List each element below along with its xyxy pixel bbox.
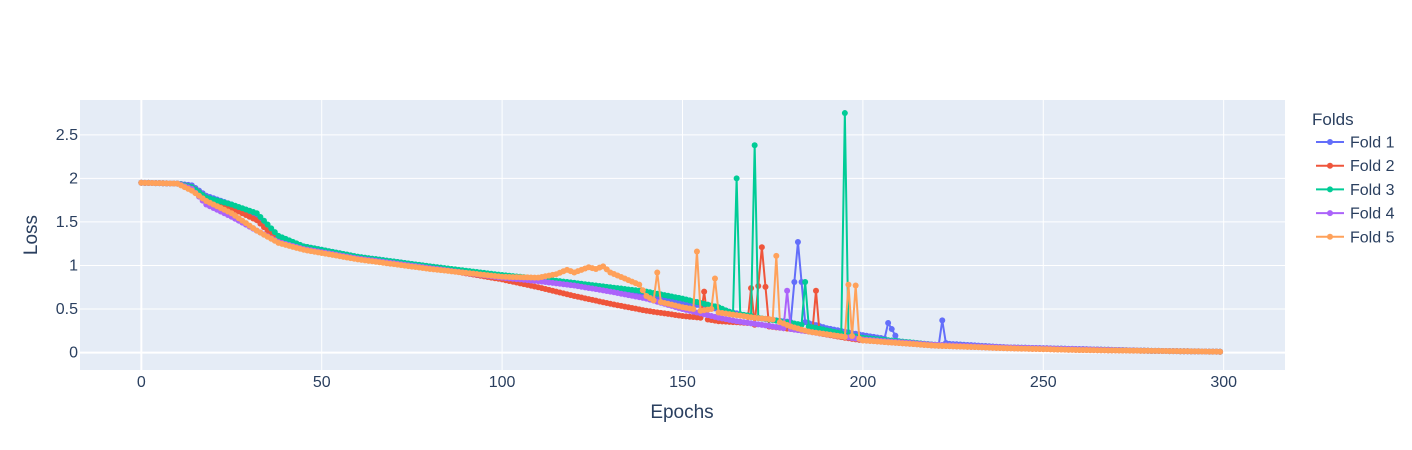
x-tick-label: 200 <box>850 374 877 391</box>
series-fold-5 <box>138 179 1224 355</box>
legend-label: Fold 3 <box>1350 182 1395 199</box>
data-point <box>798 321 805 328</box>
data-point <box>650 297 657 304</box>
data-point <box>791 279 798 286</box>
data-point <box>636 281 643 288</box>
legend-item-fold-4[interactable]: Fold 4 <box>1316 206 1395 223</box>
data-point <box>892 332 899 339</box>
data-point <box>773 252 780 259</box>
data-point <box>762 283 769 290</box>
legend-label: Fold 2 <box>1350 158 1395 175</box>
data-point <box>794 238 801 245</box>
data-point <box>802 279 809 286</box>
legend-item-fold-5[interactable]: Fold 5 <box>1316 229 1395 246</box>
data-point <box>654 269 661 276</box>
legend-title: Folds <box>1312 110 1354 129</box>
y-tick-label: 1.5 <box>56 214 78 231</box>
data-point <box>264 221 271 228</box>
data-point <box>708 306 715 313</box>
data-point <box>758 244 765 251</box>
legend-item-fold-3[interactable]: Fold 3 <box>1316 182 1395 199</box>
y-tick-label: 2 <box>69 170 78 187</box>
data-point <box>849 333 856 340</box>
legend-swatch-marker <box>1327 210 1333 217</box>
data-point <box>784 287 791 294</box>
x-tick-label: 300 <box>1210 374 1237 391</box>
data-point <box>939 317 946 324</box>
data-point <box>845 281 852 288</box>
x-tick-label: 50 <box>313 374 331 391</box>
data-point <box>1217 348 1224 355</box>
data-point <box>812 287 819 294</box>
y-tick-label: 1 <box>69 257 78 274</box>
y-tick-label: 0 <box>69 345 78 362</box>
x-tick-labels: 0 50 100 150 200 250 300 <box>137 374 1237 391</box>
data-point <box>639 287 646 294</box>
legend-swatch-marker <box>1327 233 1333 240</box>
x-tick-label: 100 <box>489 374 516 391</box>
legend-label: Fold 4 <box>1350 206 1395 223</box>
y-axis-title: Loss <box>21 215 42 255</box>
y-tick-label: 2.5 <box>56 127 78 144</box>
data-point <box>711 275 718 282</box>
y-tick-labels: 0 0.5 1 1.5 2 2.5 <box>56 127 78 362</box>
data-point <box>885 319 892 326</box>
legend-label: Fold 5 <box>1350 229 1395 246</box>
data-point <box>769 316 776 323</box>
x-tick-label: 250 <box>1030 374 1057 391</box>
legend-swatch-marker <box>1327 186 1333 193</box>
data-point <box>271 229 278 236</box>
y-tick-label: 0.5 <box>56 301 78 318</box>
x-tick-label: 150 <box>669 374 696 391</box>
series-layer <box>138 110 1224 355</box>
data-point <box>690 306 697 313</box>
data-point <box>888 326 895 333</box>
data-point <box>693 248 700 255</box>
data-point <box>257 214 264 220</box>
legend-swatch-marker <box>1327 139 1333 145</box>
legend-swatch-marker <box>1327 162 1333 169</box>
data-point <box>253 210 260 217</box>
data-point <box>841 110 848 117</box>
x-tick-label: 0 <box>137 374 146 391</box>
data-point <box>261 217 267 224</box>
data-point <box>268 225 275 232</box>
data-point <box>852 282 859 289</box>
data-point <box>733 175 740 182</box>
legend-item-fold-1[interactable]: Fold 1 <box>1316 135 1395 152</box>
data-point <box>751 142 758 149</box>
x-axis-title: Epochs <box>650 402 713 423</box>
legend-item-fold-2[interactable]: Fold 2 <box>1316 158 1395 175</box>
data-point <box>701 288 708 295</box>
data-point <box>841 333 848 340</box>
legend[interactable]: Folds Fold 1 Fold 2 Fold 3 Fold 4 Fold 5 <box>1312 110 1395 246</box>
legend-label: Fold 1 <box>1350 135 1395 152</box>
x-gridlines <box>140 100 1225 370</box>
